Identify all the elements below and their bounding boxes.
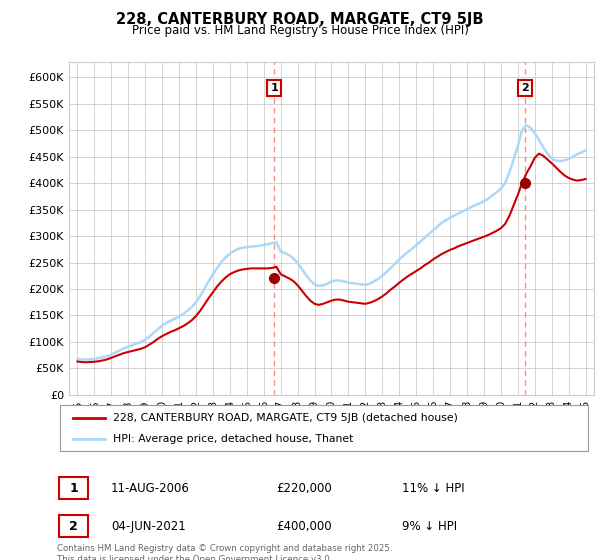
Text: 2: 2: [521, 83, 529, 93]
Text: HPI: Average price, detached house, Thanet: HPI: Average price, detached house, Than…: [113, 435, 353, 444]
Text: 228, CANTERBURY ROAD, MARGATE, CT9 5JB: 228, CANTERBURY ROAD, MARGATE, CT9 5JB: [116, 12, 484, 27]
Text: 11% ↓ HPI: 11% ↓ HPI: [402, 482, 464, 495]
Text: 1: 1: [270, 83, 278, 93]
Text: £220,000: £220,000: [276, 482, 332, 495]
Text: 11-AUG-2006: 11-AUG-2006: [111, 482, 190, 495]
Text: 9% ↓ HPI: 9% ↓ HPI: [402, 520, 457, 533]
Text: Price paid vs. HM Land Registry's House Price Index (HPI): Price paid vs. HM Land Registry's House …: [131, 24, 469, 37]
Text: 228, CANTERBURY ROAD, MARGATE, CT9 5JB (detached house): 228, CANTERBURY ROAD, MARGATE, CT9 5JB (…: [113, 413, 458, 423]
Text: 04-JUN-2021: 04-JUN-2021: [111, 520, 186, 533]
Text: £400,000: £400,000: [276, 520, 332, 533]
Text: Contains HM Land Registry data © Crown copyright and database right 2025.
This d: Contains HM Land Registry data © Crown c…: [57, 544, 392, 560]
Text: 2: 2: [69, 520, 78, 533]
Text: 1: 1: [69, 482, 78, 495]
